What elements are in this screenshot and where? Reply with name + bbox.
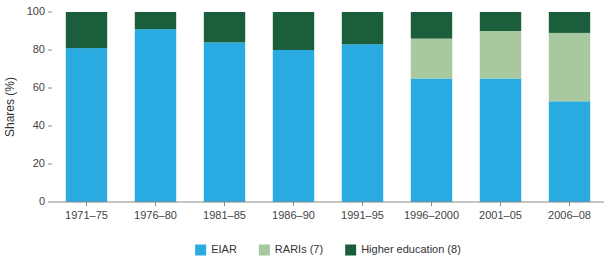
series: 1971–75 — RARIs (7): 01976–80 — RARIs (7… (411, 31, 590, 101)
bar-segment: 1981–85 — Higher education (8): 16 (204, 12, 245, 42)
y-tick (48, 202, 52, 203)
x-tick (86, 202, 87, 206)
chart-svg: 0 20 40 60 80 100 Shares (%) 1971–75 — EIAR: 81… (0, 0, 616, 264)
bar-segment: 2001–05 — Higher education (8): 10 (480, 12, 521, 31)
y-tick (48, 164, 52, 165)
x-tick (431, 202, 432, 206)
bar-segment: 1996–2000 — EIAR: 65 (411, 79, 452, 203)
x-tick (155, 202, 156, 206)
x-axis-line (52, 202, 604, 203)
x-tick (293, 202, 294, 206)
y-tick-label: 0 (39, 195, 45, 207)
legend-item: EIAR (195, 243, 237, 256)
x-tick (569, 202, 570, 206)
bar-segment: 2001–05 — EIAR: 65 (480, 79, 521, 203)
y-tick (48, 12, 52, 13)
bar-segment: 1976–80 — EIAR: 91 (135, 29, 176, 202)
x-tick (224, 202, 225, 206)
legend-label: RARIs (7) (275, 243, 323, 255)
y-tick (48, 126, 52, 127)
chart-container: 0 20 40 60 80 100 Shares (%) 1971–75 — EIAR: 81… (0, 0, 616, 264)
legend-label: Higher education (8) (361, 243, 461, 255)
legend-swatch (195, 245, 206, 256)
bars: 1971–75 — EIAR: 81 1976–80 — EIAR: 91 1981… (66, 12, 590, 202)
bar-segment: 2006–08 — Higher education (8): 11 (549, 12, 590, 33)
x-tick-label: 1976–80 (134, 209, 177, 221)
bar-segment: 1986–90 — Higher education (8): 20 (273, 12, 314, 50)
x-tick-label: 1986–90 (272, 209, 315, 221)
bar-segment: 1976–80 — Higher education (8): 9 (135, 12, 176, 29)
legend-swatch (259, 245, 270, 256)
bar-segment: 2006–08 — RARIs (7): 36 (549, 33, 590, 101)
x-tick-label: 1971–75 (65, 209, 108, 221)
y-tick-label: 20 (33, 157, 45, 169)
bar-segment: 1981–85 — EIAR: 84 (204, 42, 245, 202)
x-tick (500, 202, 501, 206)
x-tick (362, 202, 363, 206)
x-axis: 1971–75 1976–80 1981–85 1986–90 1991–95 1996–… (52, 202, 604, 221)
x-tick-label: 1996–2000 (404, 209, 459, 221)
x-tick-label: 1991–95 (341, 209, 384, 221)
legend-swatch (345, 245, 356, 256)
x-tick-label: 2006–08 (548, 209, 591, 221)
legend-item: Higher education (8) (345, 243, 461, 256)
y-tick-label: 60 (33, 81, 45, 93)
bar-segment: 1996–2000 — Higher education (8): 14 (411, 12, 452, 39)
y-tick (48, 50, 52, 51)
series: 1971–75 — Higher education (8): 19 1976–8… (66, 12, 590, 50)
bar-segment: 1971–75 — EIAR: 81 (66, 48, 107, 202)
legend-item: RARIs (7) (259, 243, 323, 256)
bar-segment: 1971–75 — Higher education (8): 19 (66, 12, 107, 48)
y-axis-label: Shares (%) (3, 77, 17, 137)
bar-segment: 1991–95 — EIAR: 83 (342, 44, 383, 202)
x-tick-label: 2001–05 (479, 209, 522, 221)
y-tick-label: 80 (33, 43, 45, 55)
y-tick-label: 100 (27, 5, 45, 17)
y-axis: 0 20 40 60 80 100 (27, 5, 52, 207)
bar-segment: 2006–08 — EIAR: 53 (549, 101, 590, 202)
legend: EIAR RARIs (7) Higher education (8) (195, 243, 461, 256)
y-tick (48, 88, 52, 89)
y-tick-label: 40 (33, 119, 45, 131)
x-tick-label: 1981–85 (203, 209, 246, 221)
legend-label: EIAR (211, 243, 237, 255)
series: 1971–75 — EIAR: 81 1976–80 — EIAR: 91 1981… (66, 29, 590, 202)
bar-segment: 2001–05 — RARIs (7): 25 (480, 31, 521, 79)
bar-segment: 1986–90 — EIAR: 80 (273, 50, 314, 202)
bar-segment: 1991–95 — Higher education (8): 17 (342, 12, 383, 44)
bar-segment: 1996–2000 — RARIs (7): 21 (411, 39, 452, 79)
